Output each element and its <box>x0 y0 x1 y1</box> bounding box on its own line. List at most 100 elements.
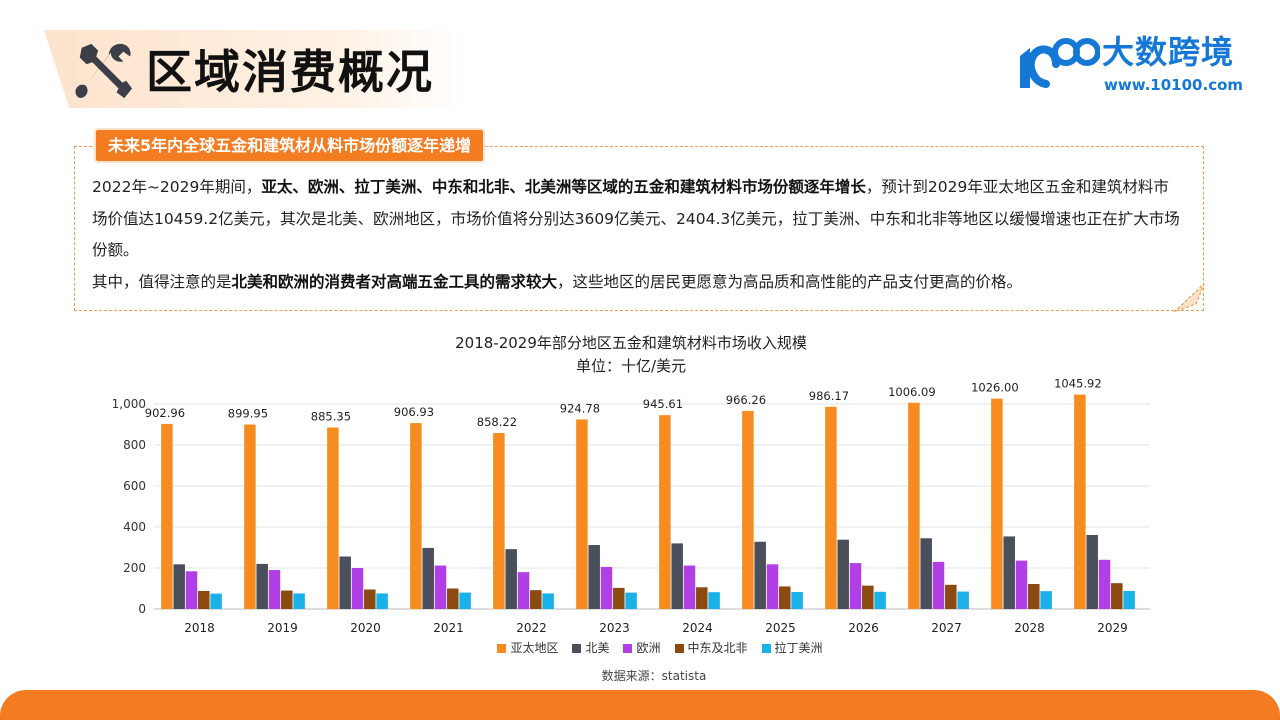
bar <box>576 419 588 609</box>
bar <box>185 571 198 609</box>
bar <box>588 545 600 609</box>
bar <box>517 572 530 609</box>
bar <box>1111 583 1123 609</box>
bar <box>1123 590 1135 609</box>
data-label: 1006.09 <box>888 385 936 399</box>
x-tick-label: 2023 <box>599 621 630 635</box>
bar <box>908 402 920 609</box>
bar <box>505 549 517 609</box>
legend-label: 中东及北非 <box>687 641 748 655</box>
bar <box>742 410 754 609</box>
y-tick-label: 200 <box>123 561 146 575</box>
bar <box>862 585 874 609</box>
bar <box>161 423 173 609</box>
bar <box>825 406 837 609</box>
legend-label: 亚太地区 <box>510 641 559 655</box>
bar <box>327 427 339 609</box>
bar <box>351 568 364 609</box>
bar <box>766 564 779 609</box>
data-source: 数据来源：statista <box>601 669 707 683</box>
legend-item: 中东及北非 <box>674 640 748 656</box>
data-label: 986.17 <box>809 389 849 403</box>
x-tick-label: 2019 <box>267 621 298 635</box>
legend-swatch <box>497 643 507 653</box>
bar <box>600 566 613 609</box>
data-label: 945.61 <box>643 397 683 411</box>
bar <box>779 586 791 609</box>
data-label: 1045.92 <box>1054 377 1102 391</box>
x-tick-label: 2018 <box>184 621 215 635</box>
bar <box>683 565 696 609</box>
bar <box>671 543 683 609</box>
p1-pre: 2022年~2029年期间， <box>92 178 262 196</box>
bar <box>173 564 185 609</box>
legend-swatch <box>623 643 633 653</box>
bar <box>1074 394 1086 609</box>
callout-paragraph-2: 其中，值得注意的是北美和欧洲的消费者对高端五金工具的需求较大，这些地区的居民更愿… <box>92 267 1184 299</box>
bar <box>364 589 376 609</box>
legend-item: 欧洲 <box>623 640 661 656</box>
bar <box>410 423 422 609</box>
y-tick-label: 0 <box>138 602 146 616</box>
bar <box>945 584 957 609</box>
x-tick-label: 2024 <box>682 621 713 635</box>
bar <box>1098 559 1111 609</box>
data-label: 885.35 <box>311 410 351 424</box>
chart-legend: 亚太地区 北美 欧洲 中东及北非 拉丁美洲 <box>0 640 1280 656</box>
page-fold-icon <box>1173 283 1205 312</box>
data-label: 924.78 <box>560 401 600 415</box>
logo-url[interactable]: www.10100.com <box>1104 76 1244 94</box>
p1-post: ，预计到2029年亚太地区五金和建筑材料市场价值达10459.2亿美元，其次是北… <box>92 178 1180 259</box>
p1-bold: 亚太、欧洲、拉丁美洲、中东和北非、北美洲等区域的五金和建筑材料市场份额逐年增长 <box>261 178 866 196</box>
chart-unit: 单位：十亿/美元 <box>575 357 687 375</box>
bar <box>293 593 305 609</box>
bar <box>281 590 293 609</box>
y-tick-label: 800 <box>123 438 146 452</box>
x-tick-label: 2027 <box>931 621 962 635</box>
legend-label: 欧洲 <box>636 641 661 655</box>
summary-callout <box>74 146 1204 311</box>
data-label: 899.95 <box>228 407 268 421</box>
x-tick-label: 2022 <box>516 621 547 635</box>
bar <box>459 592 471 609</box>
x-tick-label: 2029 <box>1097 621 1128 635</box>
x-tick-label: 2020 <box>350 621 381 635</box>
callout-text: 2022年~2029年期间，亚太、欧洲、拉丁美洲、中东和北非、北美洲等区域的五金… <box>92 172 1184 298</box>
bar <box>447 588 459 609</box>
data-label: 902.96 <box>145 406 185 420</box>
bar <box>268 570 281 609</box>
bar <box>1040 591 1052 609</box>
p2-post: ，这些地区的居民更愿意为高品质和高性能的产品支付更高的价格。 <box>557 272 1023 291</box>
bar <box>849 563 862 609</box>
logo-name: 大数跨境 <box>1102 33 1235 71</box>
bar <box>932 561 945 609</box>
title-banner <box>44 30 464 108</box>
p2-bold: 北美和欧洲的消费者对高端五金工具的需求较大 <box>231 272 558 291</box>
bar <box>708 592 720 609</box>
data-label: 966.26 <box>726 393 766 407</box>
bar <box>434 565 447 609</box>
legend-swatch <box>761 643 771 653</box>
tools-icon <box>75 43 133 99</box>
legend-swatch <box>572 643 582 653</box>
x-tick-label: 2028 <box>1014 621 1045 635</box>
logo-mark-icon <box>1020 38 1100 88</box>
x-tick-label: 2026 <box>848 621 879 635</box>
bar <box>1028 583 1040 609</box>
bar <box>920 538 932 609</box>
bar <box>625 592 637 609</box>
legend-label: 北美 <box>585 641 610 655</box>
data-label: 1026.00 <box>971 381 1019 395</box>
legend-item: 亚太地区 <box>497 640 558 656</box>
legend-item: 北美 <box>572 640 609 656</box>
bar <box>613 587 625 609</box>
callout-tag: 未来5年内全球五金和建筑材从料市场份额逐年递增 <box>96 130 484 161</box>
bar <box>244 424 256 609</box>
y-tick-label: 1,000 <box>112 397 146 411</box>
y-tick-label: 600 <box>123 479 146 493</box>
bar <box>256 563 268 609</box>
data-label: 906.93 <box>394 405 434 419</box>
page-title: 区域消费概况 <box>146 45 434 99</box>
bar <box>1003 536 1015 609</box>
